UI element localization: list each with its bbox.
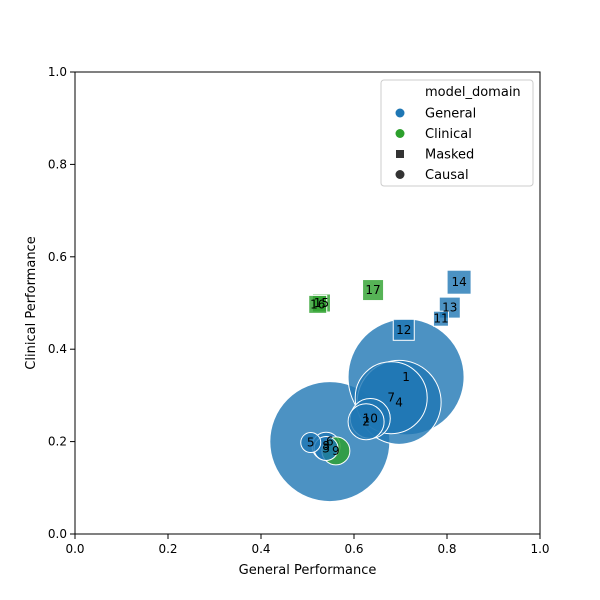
data-point-11: [432, 310, 449, 327]
point-label-8: 8: [322, 439, 330, 453]
y-axis-label: Clinical Performance: [24, 236, 39, 369]
data-point-5: [300, 432, 322, 454]
point-label-7: 7: [387, 391, 395, 405]
point-label-10: 10: [363, 412, 378, 426]
legend: model_domain General Clinical Masked Causal: [380, 79, 534, 187]
x-tick-label: 0.8: [437, 542, 456, 556]
point-label-17: 17: [365, 283, 380, 297]
point-label-11: 11: [433, 312, 448, 326]
x-axis-label: General Performance: [239, 563, 377, 578]
legend-label-general: General: [425, 107, 476, 122]
point-label-16: 16: [310, 297, 325, 311]
data-point-17: [362, 279, 385, 302]
legend-label-clinical: Clinical: [425, 127, 472, 142]
y-tick-label: 0.8: [48, 157, 67, 171]
point-label-15: 15: [314, 296, 329, 310]
legend-label-causal: Causal: [425, 168, 469, 183]
x-axis: 0.0 0.2 0.4 0.6 0.8 1.0: [65, 534, 550, 556]
y-tick-label: 1.0: [48, 65, 67, 79]
legend-marker-general: [395, 108, 405, 118]
x-tick-label: 1.0: [530, 542, 549, 556]
y-tick-label: 0.0: [48, 527, 67, 541]
point-label-2: 2: [362, 415, 370, 429]
point-label-14: 14: [451, 275, 466, 289]
y-axis: 0.0 0.2 0.4 0.6 0.8 1.0: [48, 65, 75, 541]
data-point-2: [347, 403, 385, 441]
x-tick-label: 0.6: [344, 542, 363, 556]
x-tick-label: 0.2: [158, 542, 177, 556]
legend-marker-causal: [395, 170, 405, 179]
legend-marker-clinical: [395, 129, 405, 138]
plot-frame: [74, 71, 541, 535]
legend-marker-masked: [396, 150, 404, 158]
point-label-9: 9: [332, 444, 340, 458]
data-point-16: [308, 294, 328, 314]
y-tick-label: 0.6: [48, 250, 67, 264]
x-tick-label: 0.4: [251, 542, 270, 556]
legend-label-masked: Masked: [425, 148, 474, 163]
legend-entries: General Clinical Masked Causal: [395, 107, 476, 183]
data-point-12: [392, 318, 415, 341]
data-point-14: [446, 269, 472, 295]
point-label-4: 4: [395, 395, 403, 409]
point-label-6: 6: [326, 435, 334, 449]
data-marks: [269, 269, 472, 503]
x-tick-label: 0.0: [65, 542, 84, 556]
point-label-13: 13: [442, 301, 457, 315]
legend-title: model_domain: [425, 85, 521, 100]
y-tick-label: 0.4: [48, 342, 67, 356]
legend-box: [380, 79, 534, 187]
point-label-5: 5: [307, 436, 315, 450]
y-tick-label: 0.2: [48, 435, 67, 449]
point-label-12: 12: [396, 323, 411, 337]
point-label-1: 1: [402, 370, 410, 384]
point-label-3: 3: [322, 442, 330, 456]
